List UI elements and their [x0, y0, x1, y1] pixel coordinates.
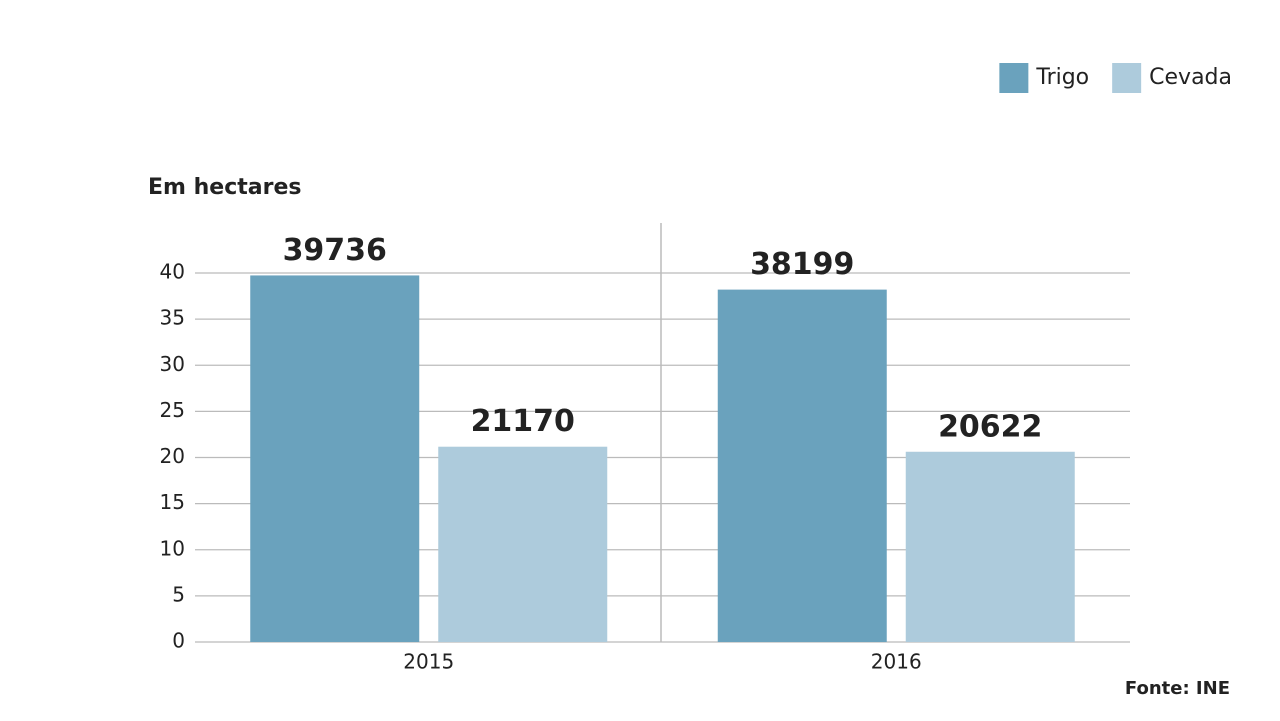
chart-subtitle: Em hectares: [148, 175, 301, 200]
legend-label: Trigo: [1035, 65, 1089, 90]
bar: [717, 289, 887, 642]
y-tick-label: 25: [160, 398, 185, 422]
value-label: 38199: [750, 247, 854, 282]
value-label: 20622: [938, 409, 1042, 444]
bar: [905, 451, 1075, 642]
y-tick-label: 10: [160, 536, 185, 560]
value-label: 21170: [471, 404, 575, 439]
bar: [250, 275, 420, 642]
x-tick-label: 2016: [871, 650, 922, 674]
legend-swatch: [999, 63, 1029, 93]
y-tick-label: 5: [172, 582, 185, 606]
value-label: 39736: [283, 233, 387, 268]
source-note: Fonte: INE: [1125, 678, 1230, 699]
y-tick-label: 15: [160, 490, 185, 514]
bar: [438, 446, 608, 642]
x-tick-label: 2015: [403, 650, 454, 674]
y-tick-label: 30: [160, 352, 185, 376]
legend-label: Cevada: [1149, 65, 1232, 90]
legend-swatch: [1112, 63, 1142, 93]
y-tick-label: 0: [172, 629, 185, 653]
y-tick-label: 20: [160, 444, 185, 468]
y-tick-label: 35: [160, 306, 185, 330]
y-tick-label: 40: [160, 260, 185, 284]
